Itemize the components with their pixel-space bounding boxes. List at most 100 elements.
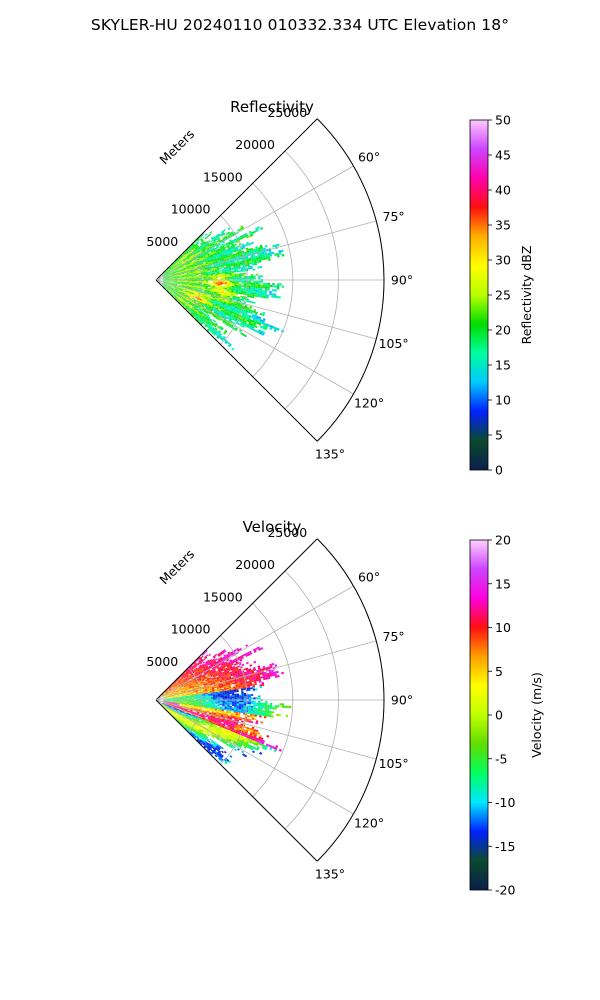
echo-bin xyxy=(239,305,243,308)
echo-bin xyxy=(252,289,256,292)
echo-bin xyxy=(217,310,220,313)
echo-bin xyxy=(260,284,263,287)
echo-bin xyxy=(175,708,179,710)
echo-bin xyxy=(197,239,200,242)
echo-bin xyxy=(181,273,184,275)
echo-bin xyxy=(190,300,193,303)
echo-bin xyxy=(164,284,167,286)
echo-bin xyxy=(227,295,231,298)
echo-bin xyxy=(274,327,278,330)
echo-bin xyxy=(225,261,228,264)
echo-bin xyxy=(194,250,197,253)
echo-bin xyxy=(195,707,199,709)
echo-bin xyxy=(185,724,188,727)
echo-bin xyxy=(248,288,251,291)
echo-bin xyxy=(177,702,180,704)
echo-bin xyxy=(185,295,188,298)
echo-bin xyxy=(213,308,216,311)
echo-bin xyxy=(170,287,174,289)
echo-bin xyxy=(162,282,166,284)
echo-bin xyxy=(179,703,182,705)
echo-bin xyxy=(204,672,207,675)
echo-bin xyxy=(186,274,189,276)
echo-bin xyxy=(194,259,197,262)
angle-tick-label: 105° xyxy=(379,336,409,351)
echo-bin xyxy=(206,267,210,269)
echo-bin xyxy=(238,289,241,292)
echo-bin xyxy=(193,732,196,735)
echo-bin xyxy=(190,270,194,272)
echo-bin xyxy=(216,235,219,239)
echo-bin xyxy=(236,299,240,302)
echo-bin xyxy=(166,693,169,695)
echo-bin xyxy=(242,265,246,267)
echo-bin xyxy=(189,265,192,267)
echo-bin xyxy=(197,670,200,673)
echo-bin xyxy=(186,685,189,688)
echo-bin xyxy=(232,247,236,250)
echo-bin xyxy=(171,266,174,269)
echo-bin xyxy=(200,301,204,304)
echo-bin xyxy=(189,686,192,688)
echo-bin xyxy=(196,304,200,307)
echo-bin xyxy=(167,703,170,705)
echo-bin xyxy=(205,702,209,704)
echo-bin xyxy=(167,690,170,692)
echo-bin xyxy=(193,661,196,664)
echo-bin xyxy=(174,295,177,298)
echo-bin xyxy=(186,679,189,682)
echo-bin xyxy=(224,311,228,314)
echo-bin xyxy=(205,256,209,259)
echo-bin xyxy=(227,316,231,319)
echo-bin xyxy=(190,295,194,297)
echo-bin xyxy=(219,310,223,313)
echo-bin xyxy=(233,243,237,246)
echo-bin xyxy=(197,289,201,291)
echo-bin xyxy=(245,256,249,259)
echo-bin xyxy=(178,270,181,272)
echo-bin xyxy=(191,666,194,670)
echo-bin xyxy=(162,275,165,277)
echo-bin xyxy=(165,698,168,699)
echo-bin xyxy=(185,719,188,722)
echo-bin xyxy=(198,313,202,316)
echo-bin xyxy=(255,227,258,231)
echo-bin xyxy=(210,240,213,243)
echo-bin xyxy=(231,239,235,242)
echo-bin xyxy=(167,690,170,692)
echo-bin xyxy=(173,706,177,708)
echo-bin xyxy=(178,708,181,710)
echo-bin xyxy=(192,680,195,683)
echo-bin xyxy=(182,291,185,293)
echo-bin xyxy=(169,275,173,276)
echo-bin xyxy=(203,705,206,707)
echo-bin xyxy=(167,270,170,272)
echo-bin xyxy=(197,688,200,690)
echo-bin xyxy=(161,704,164,706)
echo-bin xyxy=(170,696,173,698)
echo-bin xyxy=(212,303,216,306)
echo-bin xyxy=(206,251,209,254)
echo-bin xyxy=(267,284,270,287)
echo-bin xyxy=(176,685,179,688)
echo-bin xyxy=(162,275,165,277)
echo-bin xyxy=(170,689,173,691)
echo-bin xyxy=(167,689,170,691)
echo-bin xyxy=(194,307,198,309)
echo-bin xyxy=(162,702,165,704)
echo-bin xyxy=(163,281,166,282)
echo-bin xyxy=(247,293,250,296)
echo-bin xyxy=(200,675,203,678)
echo-bin xyxy=(233,309,237,312)
echo-bin xyxy=(199,299,202,302)
echo-bin xyxy=(186,285,189,287)
echo-bin xyxy=(188,253,191,256)
echo-bin xyxy=(167,689,170,692)
echo-bin xyxy=(228,308,232,311)
echo-bin xyxy=(174,703,178,705)
echo-bin xyxy=(187,669,190,672)
echo-bin xyxy=(217,298,220,300)
echo-bin xyxy=(218,265,222,268)
echo-bin xyxy=(174,283,178,285)
